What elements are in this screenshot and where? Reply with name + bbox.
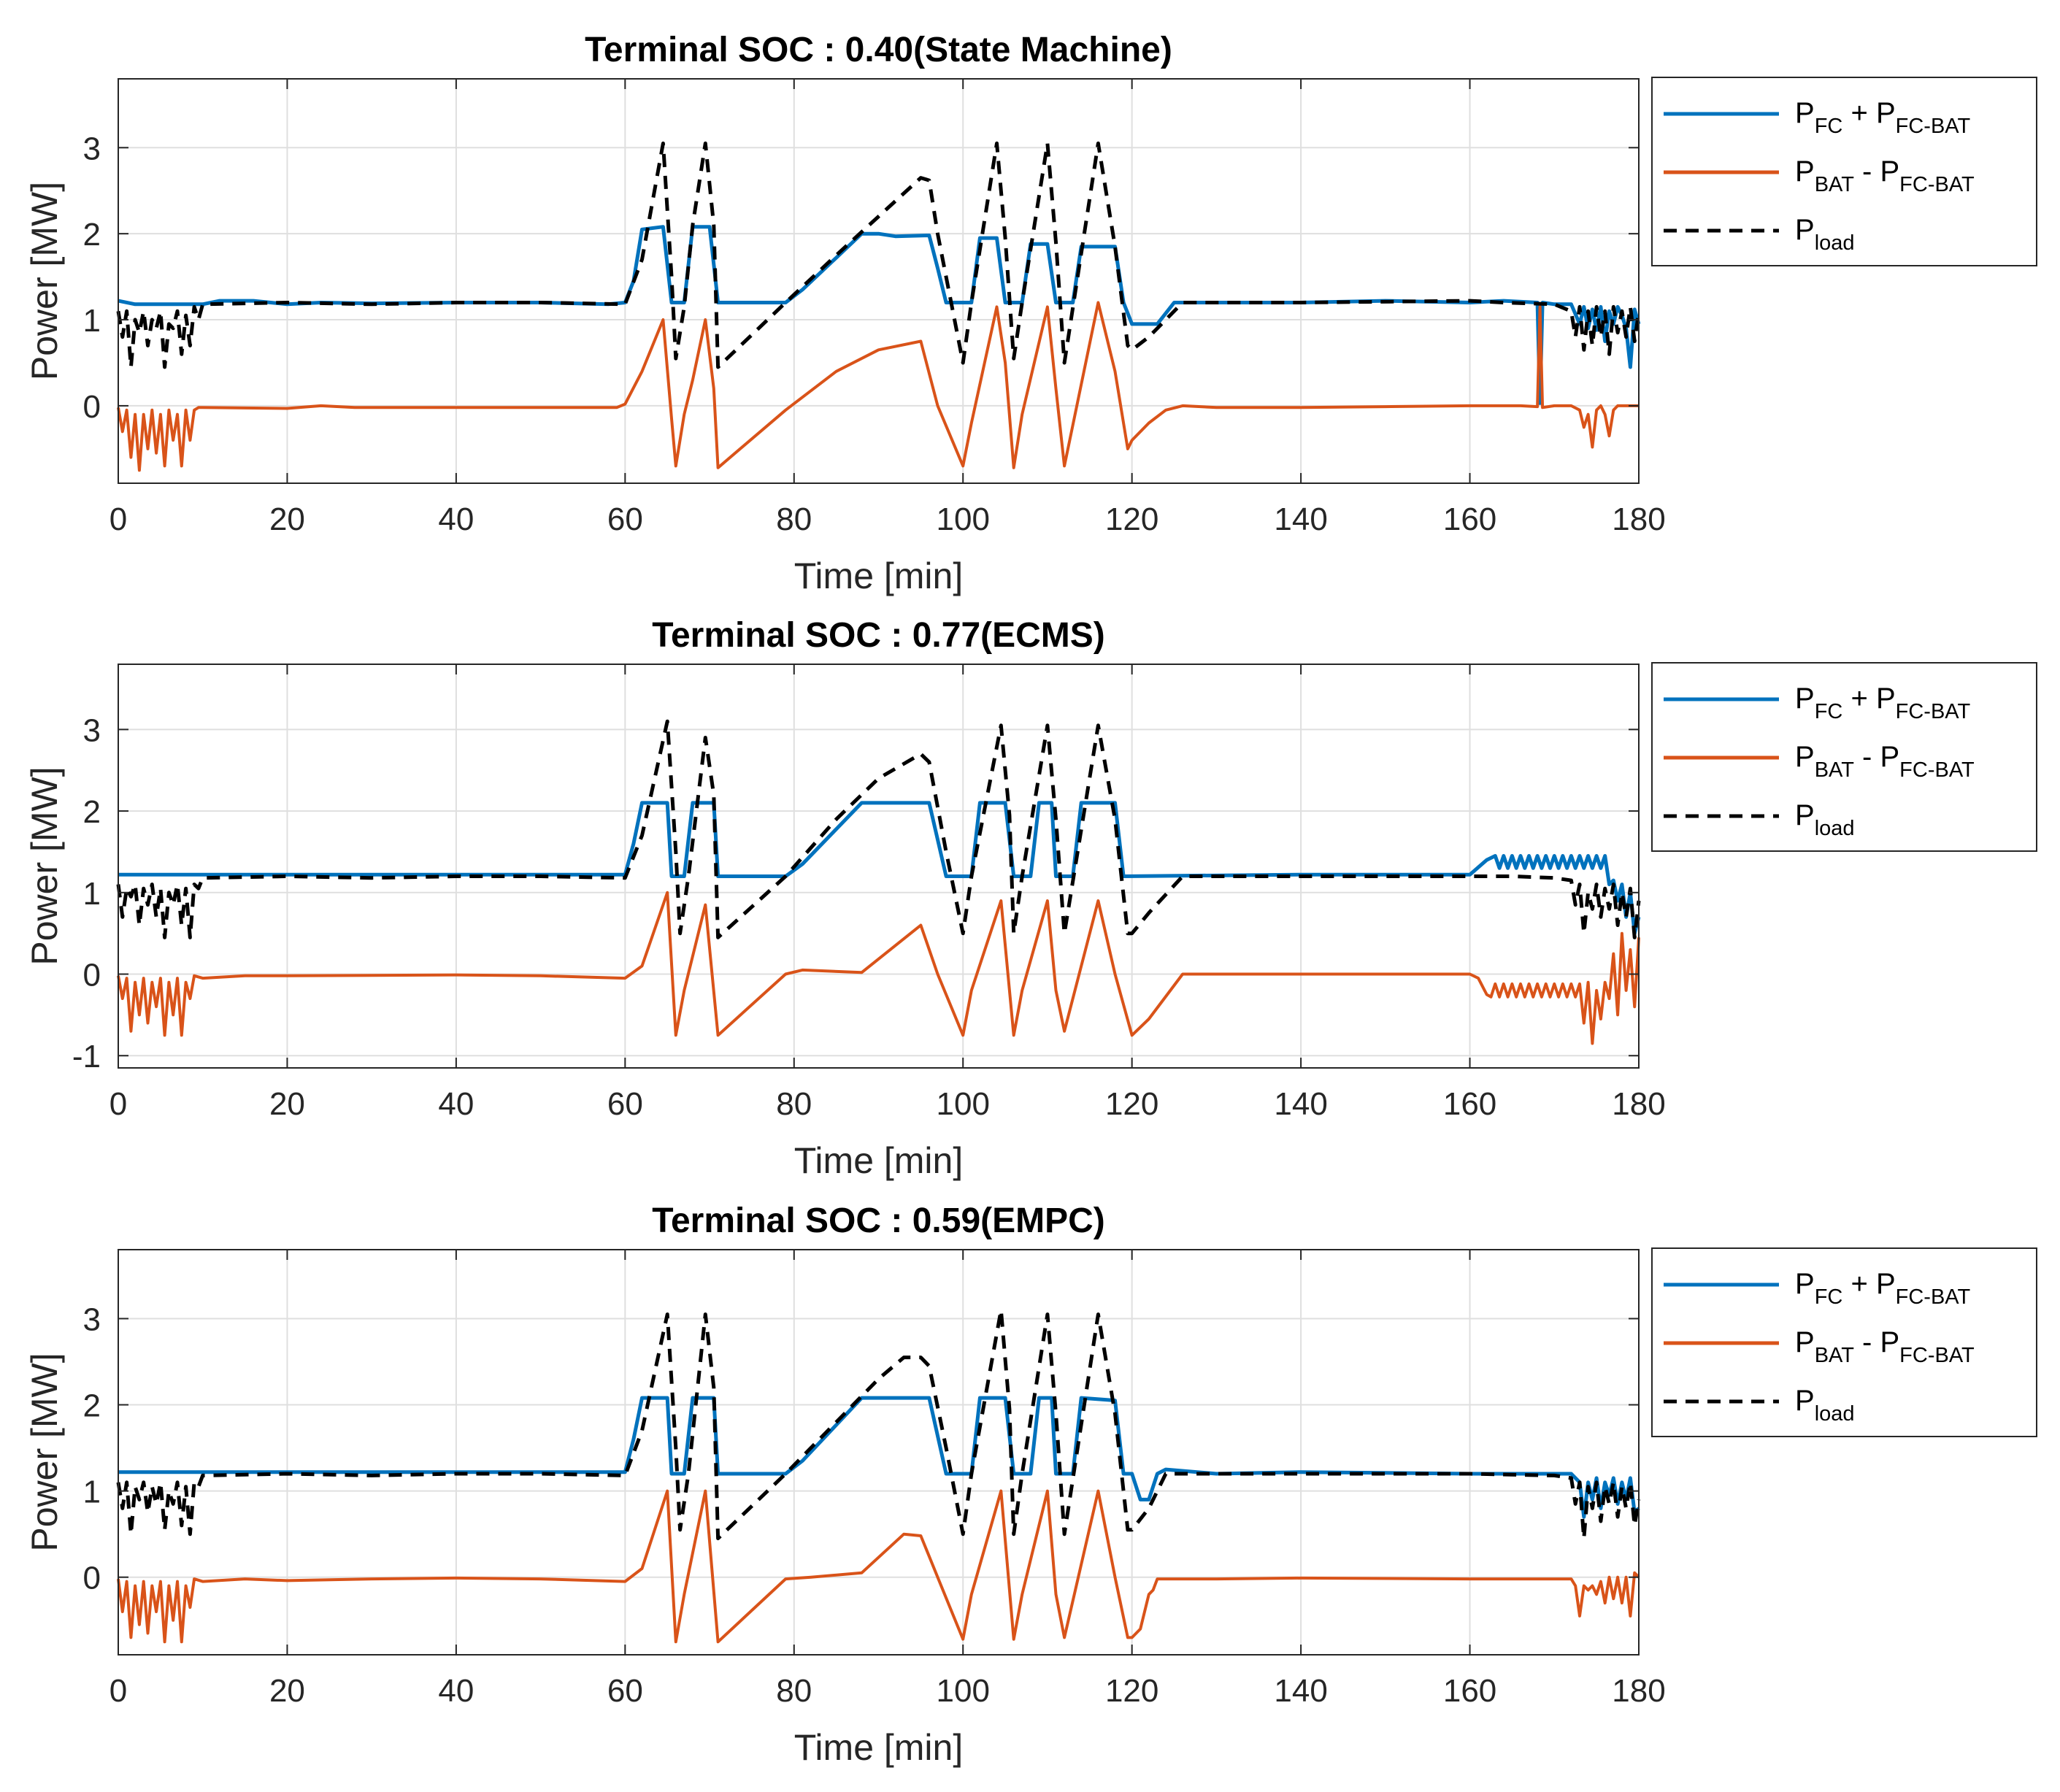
- chart-title: Terminal SOC : 0.77(ECMS): [652, 616, 1105, 655]
- x-tick-label: 80: [776, 1673, 812, 1709]
- legend: PFC + PFC-BAT PBAT - PFC-BAT Pload: [1651, 662, 2037, 852]
- x-tick-label: 80: [776, 501, 812, 537]
- x-tick-label: 100: [937, 1086, 990, 1122]
- legend: PFC + PFC-BAT PBAT - PFC-BAT Pload: [1651, 1247, 2037, 1437]
- series-line-bat: [117, 891, 1640, 1045]
- axes-frame: [118, 78, 1640, 484]
- x-tick-label: 160: [1443, 501, 1496, 537]
- x-tick-label: 0: [109, 501, 127, 537]
- y-axis-label: Power [MW]: [24, 182, 65, 380]
- y-tick-label: 0: [83, 958, 101, 993]
- y-axis-label: Power [MW]: [24, 766, 65, 965]
- legend-label-load: Pload: [1795, 799, 1855, 840]
- axes-frame: [118, 1249, 1640, 1656]
- legend-label-bat: PBAT - PFC-BAT: [1795, 1326, 1975, 1367]
- x-axis-label: Time [min]: [794, 1140, 964, 1181]
- x-tick-label: 180: [1612, 501, 1665, 537]
- y-tick-label: 3: [83, 712, 101, 748]
- legend-label-fc: PFC + PFC-BAT: [1795, 682, 1970, 723]
- chart-panel-3: 0 20 40 60 80 100 120 140 160 180 0 1 2 3 Terminal SOC…: [24, 1201, 2037, 1768]
- x-tick-label: 60: [607, 501, 643, 537]
- x-tick-label: 140: [1274, 1086, 1327, 1122]
- series-line-load: [116, 1308, 1641, 1541]
- x-tick-label: 0: [109, 1673, 127, 1709]
- y-tick-label: 1: [83, 876, 101, 912]
- plot-area: [118, 1250, 1639, 1655]
- y-tick-label: 3: [83, 1301, 101, 1337]
- x-axis-label: Time [min]: [794, 555, 964, 596]
- y-tick-label: 0: [83, 389, 101, 425]
- legend-label-bat: PBAT - PFC-BAT: [1795, 155, 1975, 196]
- chart-panel-1: 0 20 40 60 80 100 120 140 160 180 0 1 2 3 Terminal SOC…: [24, 31, 2037, 596]
- x-axis-label: Time [min]: [794, 1727, 964, 1768]
- y-tick-label: 2: [83, 1388, 101, 1424]
- x-tick-label: 40: [438, 1673, 474, 1709]
- x-tick-label: 120: [1105, 1673, 1158, 1709]
- x-tick-label: 120: [1105, 1086, 1158, 1122]
- legend-label-fc: PFC + PFC-BAT: [1795, 1268, 1970, 1309]
- chart-title: Terminal SOC : 0.40(State Machine): [585, 31, 1172, 69]
- y-tick-label: 3: [83, 131, 101, 166]
- series-line-fc: [118, 801, 1641, 936]
- legend-label-fc: PFC + PFC-BAT: [1795, 97, 1970, 138]
- plot-area: [118, 664, 1639, 1068]
- x-tick-label: 20: [269, 1086, 305, 1122]
- x-tick-label: 140: [1274, 501, 1327, 537]
- y-tick-label: 2: [83, 217, 101, 253]
- x-tick-label: 20: [269, 1673, 305, 1709]
- axes-frame: [118, 664, 1640, 1069]
- x-tick-label: 120: [1105, 501, 1158, 537]
- x-tick-label: 20: [269, 501, 305, 537]
- x-tick-label: 180: [1612, 1086, 1665, 1122]
- x-tick-label: 160: [1443, 1673, 1496, 1709]
- legend-label-load: Pload: [1795, 214, 1855, 255]
- series-line-bat: [117, 1489, 1640, 1644]
- chart-title: Terminal SOC : 0.59(EMPC): [652, 1201, 1105, 1240]
- x-tick-label: 100: [937, 1673, 990, 1709]
- y-tick-label: 0: [83, 1561, 101, 1596]
- y-axis-label: Power [MW]: [24, 1353, 65, 1551]
- x-tick-label: 100: [937, 501, 990, 537]
- y-tick-label: 2: [83, 794, 101, 830]
- y-tick-label: 1: [83, 1474, 101, 1510]
- series-line-load: [116, 719, 1641, 939]
- legend-label-load: Pload: [1795, 1385, 1855, 1426]
- x-tick-label: 140: [1274, 1673, 1327, 1709]
- y-tick-label: -1: [72, 1039, 101, 1074]
- x-tick-label: 40: [438, 501, 474, 537]
- x-tick-label: 60: [607, 1673, 643, 1709]
- legend-label-bat: PBAT - PFC-BAT: [1795, 741, 1975, 782]
- x-tick-label: 160: [1443, 1086, 1496, 1122]
- x-tick-label: 40: [438, 1086, 474, 1122]
- legend: PFC + PFC-BAT PBAT - PFC-BAT Pload: [1651, 77, 2037, 266]
- x-tick-label: 60: [607, 1086, 643, 1122]
- plot-area: [118, 79, 1639, 483]
- y-tick-label: 1: [83, 303, 101, 339]
- series-line-load: [116, 141, 1641, 369]
- series-line-bat: [117, 301, 1639, 472]
- x-tick-label: 0: [109, 1086, 127, 1122]
- x-tick-label: 80: [776, 1086, 812, 1122]
- x-tick-label: 180: [1612, 1673, 1665, 1709]
